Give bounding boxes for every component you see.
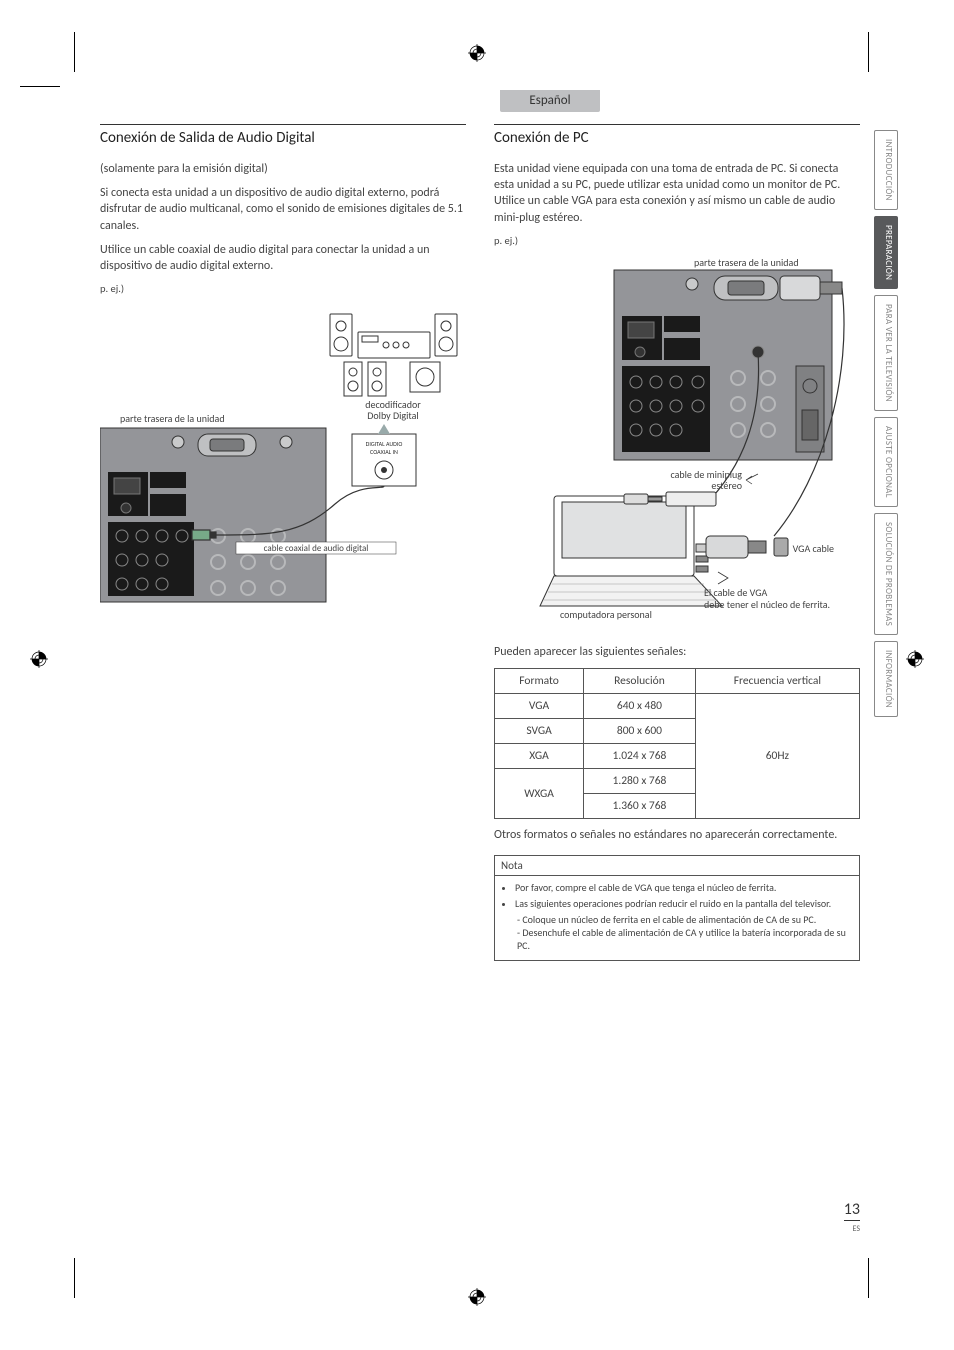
th-formato: Formato xyxy=(495,669,584,694)
crop-br-v xyxy=(868,1258,869,1298)
vga-label: VGA cable xyxy=(793,542,834,555)
crop-tl-h xyxy=(20,86,60,87)
cable-label: cable coaxial de audio digital xyxy=(264,543,369,554)
arrow-right-icon xyxy=(718,572,728,584)
reg-mark-left xyxy=(30,650,48,668)
side-tabs: INTRODUCCIÓN PREPARACIÓN PARA VER LA TEL… xyxy=(874,130,898,717)
page-number: 13 ES xyxy=(844,1200,860,1235)
reg-mark-top xyxy=(468,44,486,62)
crop-tr-v xyxy=(868,32,869,72)
table-row: VGA640 x 480 60Hz xyxy=(495,694,860,719)
th-resolucion: Resolución xyxy=(584,669,696,694)
arrow-down-icon xyxy=(378,424,390,434)
audio-eg: p. ej.) xyxy=(100,282,466,296)
th-frecuencia: Frecuencia vertical xyxy=(695,669,859,694)
side-tab-introduccion[interactable]: INTRODUCCIÓN xyxy=(874,130,898,210)
side-tab-television[interactable]: PARA VER LA TELEVISIÓN xyxy=(874,295,898,411)
audio-sub: (solamente para la emisión digital) xyxy=(100,161,466,177)
audio-p1: Si conecta esta unidad a un dispositivo … xyxy=(100,185,466,234)
note-item: Por favor, compre el cable de VGA que te… xyxy=(515,882,851,895)
after-table: Otros formatos o señales no estándares n… xyxy=(494,827,860,843)
heading-audio: Conexión de Salida de Audio Digital xyxy=(100,124,466,147)
note-sub: - Coloque un núcleo de ferrita en el cab… xyxy=(517,913,851,926)
side-tab-solucion[interactable]: SOLUCIÓN DE PROBLEMAS xyxy=(874,513,898,635)
rear-label: parte trasera de la unidad xyxy=(120,412,225,425)
col-pc: Conexión de PC Esta unidad viene equipad… xyxy=(494,124,860,961)
audio-p2: Utilice un cable coaxial de audio digita… xyxy=(100,242,466,274)
pc-eg: p. ej.) xyxy=(494,234,860,248)
svg-text:debe tener el núcleo de ferrit: debe tener el núcleo de ferrita. xyxy=(704,598,830,611)
crop-bl-v xyxy=(74,1258,75,1298)
crop-tl-v xyxy=(74,32,75,72)
language-tab: Español xyxy=(500,90,600,112)
pc-rear-label: parte trasera de la unidad xyxy=(694,256,799,269)
note-item: Las siguientes operaciones podrían reduc… xyxy=(515,898,851,911)
figure-audio: decodificador Dolby Digital DIGITAL AUDI… xyxy=(100,304,466,608)
note-box: Nota Por favor, compre el cable de VGA q… xyxy=(494,855,860,961)
figure-pc: parte trasera de la unidad xyxy=(494,256,860,630)
svg-text:DIGITAL AUDIO: DIGITAL AUDIO xyxy=(366,440,403,448)
note-sub: - Desenchufe el cable de alimentación de… xyxy=(517,926,851,952)
signals-table: Formato Resolución Frecuencia vertical V… xyxy=(494,668,860,819)
svg-text:COAXIAL IN: COAXIAL IN xyxy=(370,448,398,456)
side-tab-ajuste[interactable]: AJUSTE OPCIONAL xyxy=(874,417,898,507)
pc-label: computadora personal xyxy=(560,608,652,621)
signals-intro: Pueden aparecer las siguientes señales: xyxy=(494,644,860,660)
reg-mark-right xyxy=(906,650,924,668)
col-audio-digital: Conexión de Salida de Audio Digital (sol… xyxy=(100,124,466,961)
freq-cell: 60Hz xyxy=(695,694,859,819)
heading-pc: Conexión de PC xyxy=(494,124,860,147)
side-tab-preparacion[interactable]: PREPARACIÓN xyxy=(874,216,898,289)
svg-text:estéreo: estéreo xyxy=(711,479,742,492)
side-tab-informacion[interactable]: INFORMACIÓN xyxy=(874,641,898,717)
note-title: Nota xyxy=(495,856,859,876)
pc-p1: Esta unidad viene equipada con una toma … xyxy=(494,161,860,226)
reg-mark-bottom xyxy=(468,1288,486,1306)
svg-text:Dolby Digital: Dolby Digital xyxy=(367,409,418,422)
